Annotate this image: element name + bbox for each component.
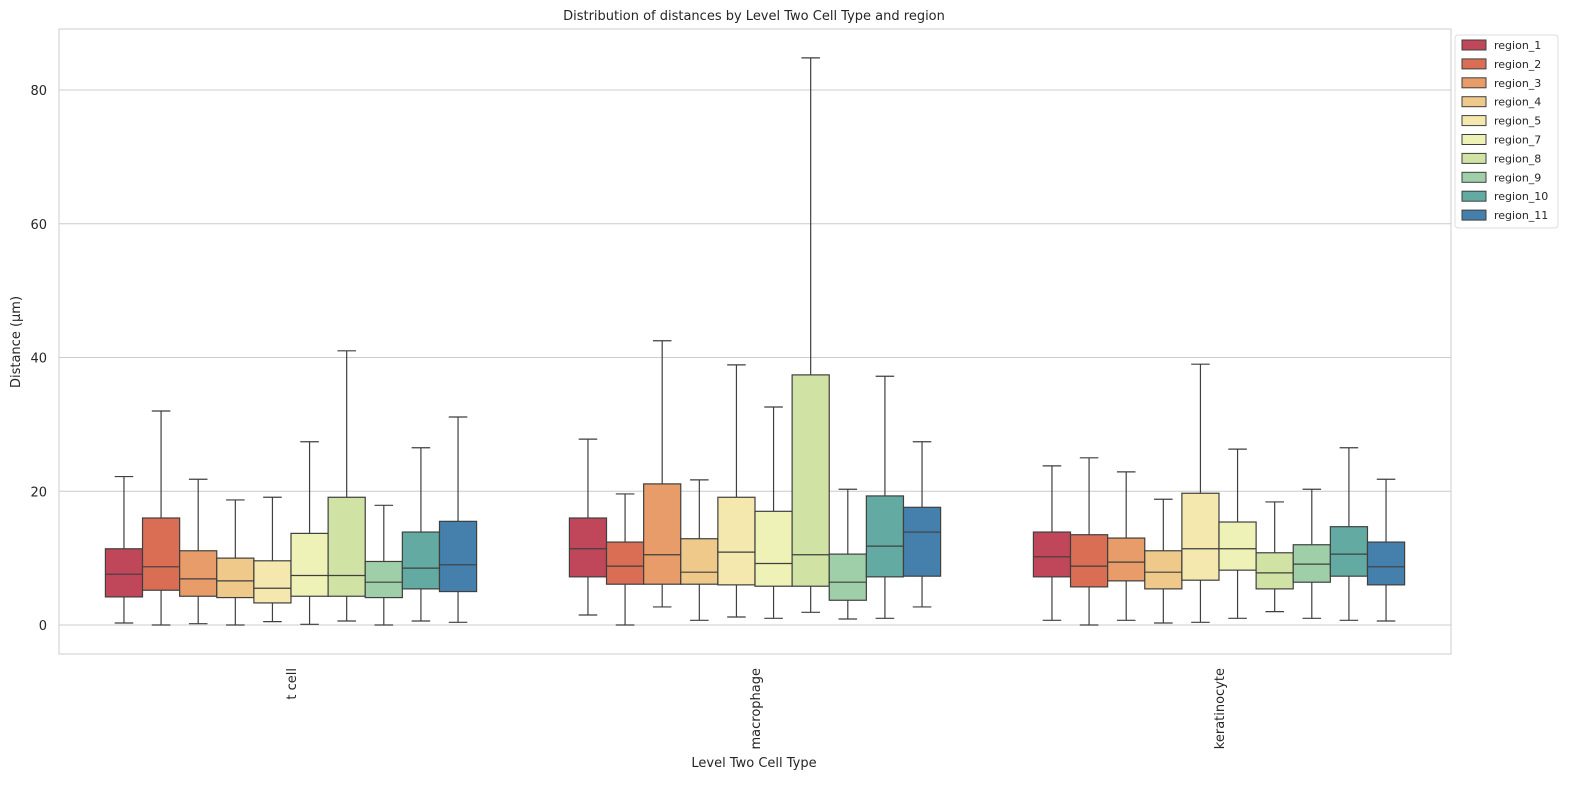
- box-region_1-t-cell: [104, 475, 144, 624]
- box-iqr: [902, 506, 942, 577]
- box-iqr: [828, 553, 867, 601]
- legend-swatch: [1461, 190, 1487, 202]
- box-iqr: [104, 548, 144, 598]
- box-iqr: [1069, 534, 1109, 588]
- box-region_10-macrophage: [865, 375, 905, 619]
- chart-title: Distribution of distances by Level Two C…: [563, 9, 945, 24]
- box-iqr: [791, 374, 830, 587]
- box-region_1-keratinocyte: [1032, 465, 1072, 621]
- box-region_1-macrophage: [568, 438, 608, 616]
- box-region_9-t-cell: [364, 504, 403, 626]
- x-tick-label: macrophage: [749, 668, 764, 750]
- box-region_3-t-cell: [179, 478, 218, 625]
- box-iqr: [865, 495, 905, 578]
- box-iqr: [290, 532, 329, 597]
- legend-swatch: [1461, 134, 1487, 145]
- box-region_7-t-cell: [290, 441, 329, 625]
- legend-swatch: [1461, 58, 1487, 70]
- box-region_2-macrophage: [605, 493, 645, 626]
- box-iqr: [568, 517, 608, 578]
- box-region_4-macrophage: [680, 479, 719, 621]
- plot-frame: [58, 28, 1452, 655]
- legend-swatch: [1461, 96, 1487, 108]
- box-iqr: [1181, 492, 1220, 581]
- legend-label: region_10: [1494, 190, 1548, 203]
- box-region_11-t-cell: [438, 416, 478, 623]
- legend-label: region_7: [1494, 134, 1541, 147]
- box-iqr: [717, 496, 756, 586]
- box-iqr: [216, 557, 255, 599]
- x-tick-labels: t cell macrophage keratinocyte: [285, 668, 1228, 750]
- box-region_3-keratinocyte: [1107, 471, 1146, 621]
- y-tick-label: 40: [30, 352, 47, 367]
- box-iqr: [179, 550, 218, 597]
- y-axis-label: Distance (µm): [9, 296, 24, 388]
- legend-label: region_1: [1494, 39, 1541, 52]
- legend-label: region_8: [1494, 152, 1541, 165]
- grid-lines: [59, 89, 1451, 626]
- legend-label: region_11: [1494, 209, 1548, 222]
- legend-swatch: [1461, 152, 1487, 164]
- box-iqr: [141, 517, 181, 591]
- y-tick-label: 80: [30, 84, 47, 99]
- box-region_9-keratinocyte: [1292, 488, 1331, 619]
- legend-swatch: [1461, 39, 1487, 51]
- box-region_2-keratinocyte: [1069, 457, 1109, 626]
- box-iqr: [1144, 550, 1183, 590]
- y-tick-label: 20: [30, 485, 47, 500]
- legend-label: region_5: [1494, 115, 1541, 128]
- box-iqr: [364, 560, 403, 599]
- x-tick-label: t cell: [285, 668, 300, 700]
- legend-label: region_2: [1494, 58, 1541, 71]
- y-tick-label: 0: [39, 619, 47, 634]
- legend: region_1 region_2 region_3 region_4 region_5…: [1454, 34, 1559, 229]
- box-region_4-t-cell: [216, 499, 255, 626]
- box-region_8-keratinocyte: [1255, 501, 1294, 613]
- box-region_7-keratinocyte: [1218, 448, 1257, 619]
- box-iqr: [754, 510, 793, 587]
- box-iqr: [1032, 531, 1072, 578]
- legend-swatch: [1461, 77, 1487, 89]
- x-axis-label: Level Two Cell Type: [691, 756, 816, 771]
- y-tick-label: 60: [30, 218, 47, 233]
- legend-label: region_3: [1494, 77, 1541, 90]
- y-tick-labels: 0 20 40 60 80: [30, 84, 47, 634]
- box-region_8-macrophage: [791, 57, 830, 613]
- legend-label: region_4: [1494, 96, 1541, 109]
- box-iqr: [1107, 537, 1146, 582]
- box-iqr: [253, 560, 292, 604]
- box-iqr: [1255, 552, 1294, 590]
- box-iqr: [1329, 526, 1369, 577]
- box-iqr: [401, 531, 441, 590]
- box-iqr: [680, 538, 719, 585]
- legend-swatch: [1461, 171, 1487, 183]
- box-iqr: [438, 520, 478, 593]
- box-iqr: [643, 483, 682, 585]
- box-iqr: [605, 541, 645, 585]
- box-region_5-t-cell: [253, 496, 292, 623]
- box-region_4-keratinocyte: [1144, 498, 1183, 624]
- legend-swatch: [1461, 209, 1487, 221]
- box-region_8-t-cell: [327, 350, 366, 622]
- box-region_5-macrophage: [717, 364, 756, 618]
- box-region_5-keratinocyte: [1181, 363, 1220, 623]
- legend-label: region_9: [1494, 171, 1541, 184]
- box-iqr: [1218, 521, 1257, 571]
- box-iqr: [1366, 541, 1406, 586]
- box-iqr: [327, 496, 366, 597]
- legend-swatch: [1461, 115, 1487, 127]
- box-region_7-macrophage: [754, 406, 793, 619]
- box-region_11-macrophage: [902, 441, 942, 608]
- box-iqr: [1292, 544, 1331, 583]
- box-region_10-t-cell: [401, 447, 441, 622]
- box-region_3-macrophage: [643, 340, 682, 608]
- box-region_2-t-cell: [141, 410, 181, 626]
- boxes-layer: [104, 57, 1406, 626]
- box-region_11-keratinocyte: [1366, 478, 1406, 622]
- x-tick-label: keratinocyte: [1213, 668, 1228, 749]
